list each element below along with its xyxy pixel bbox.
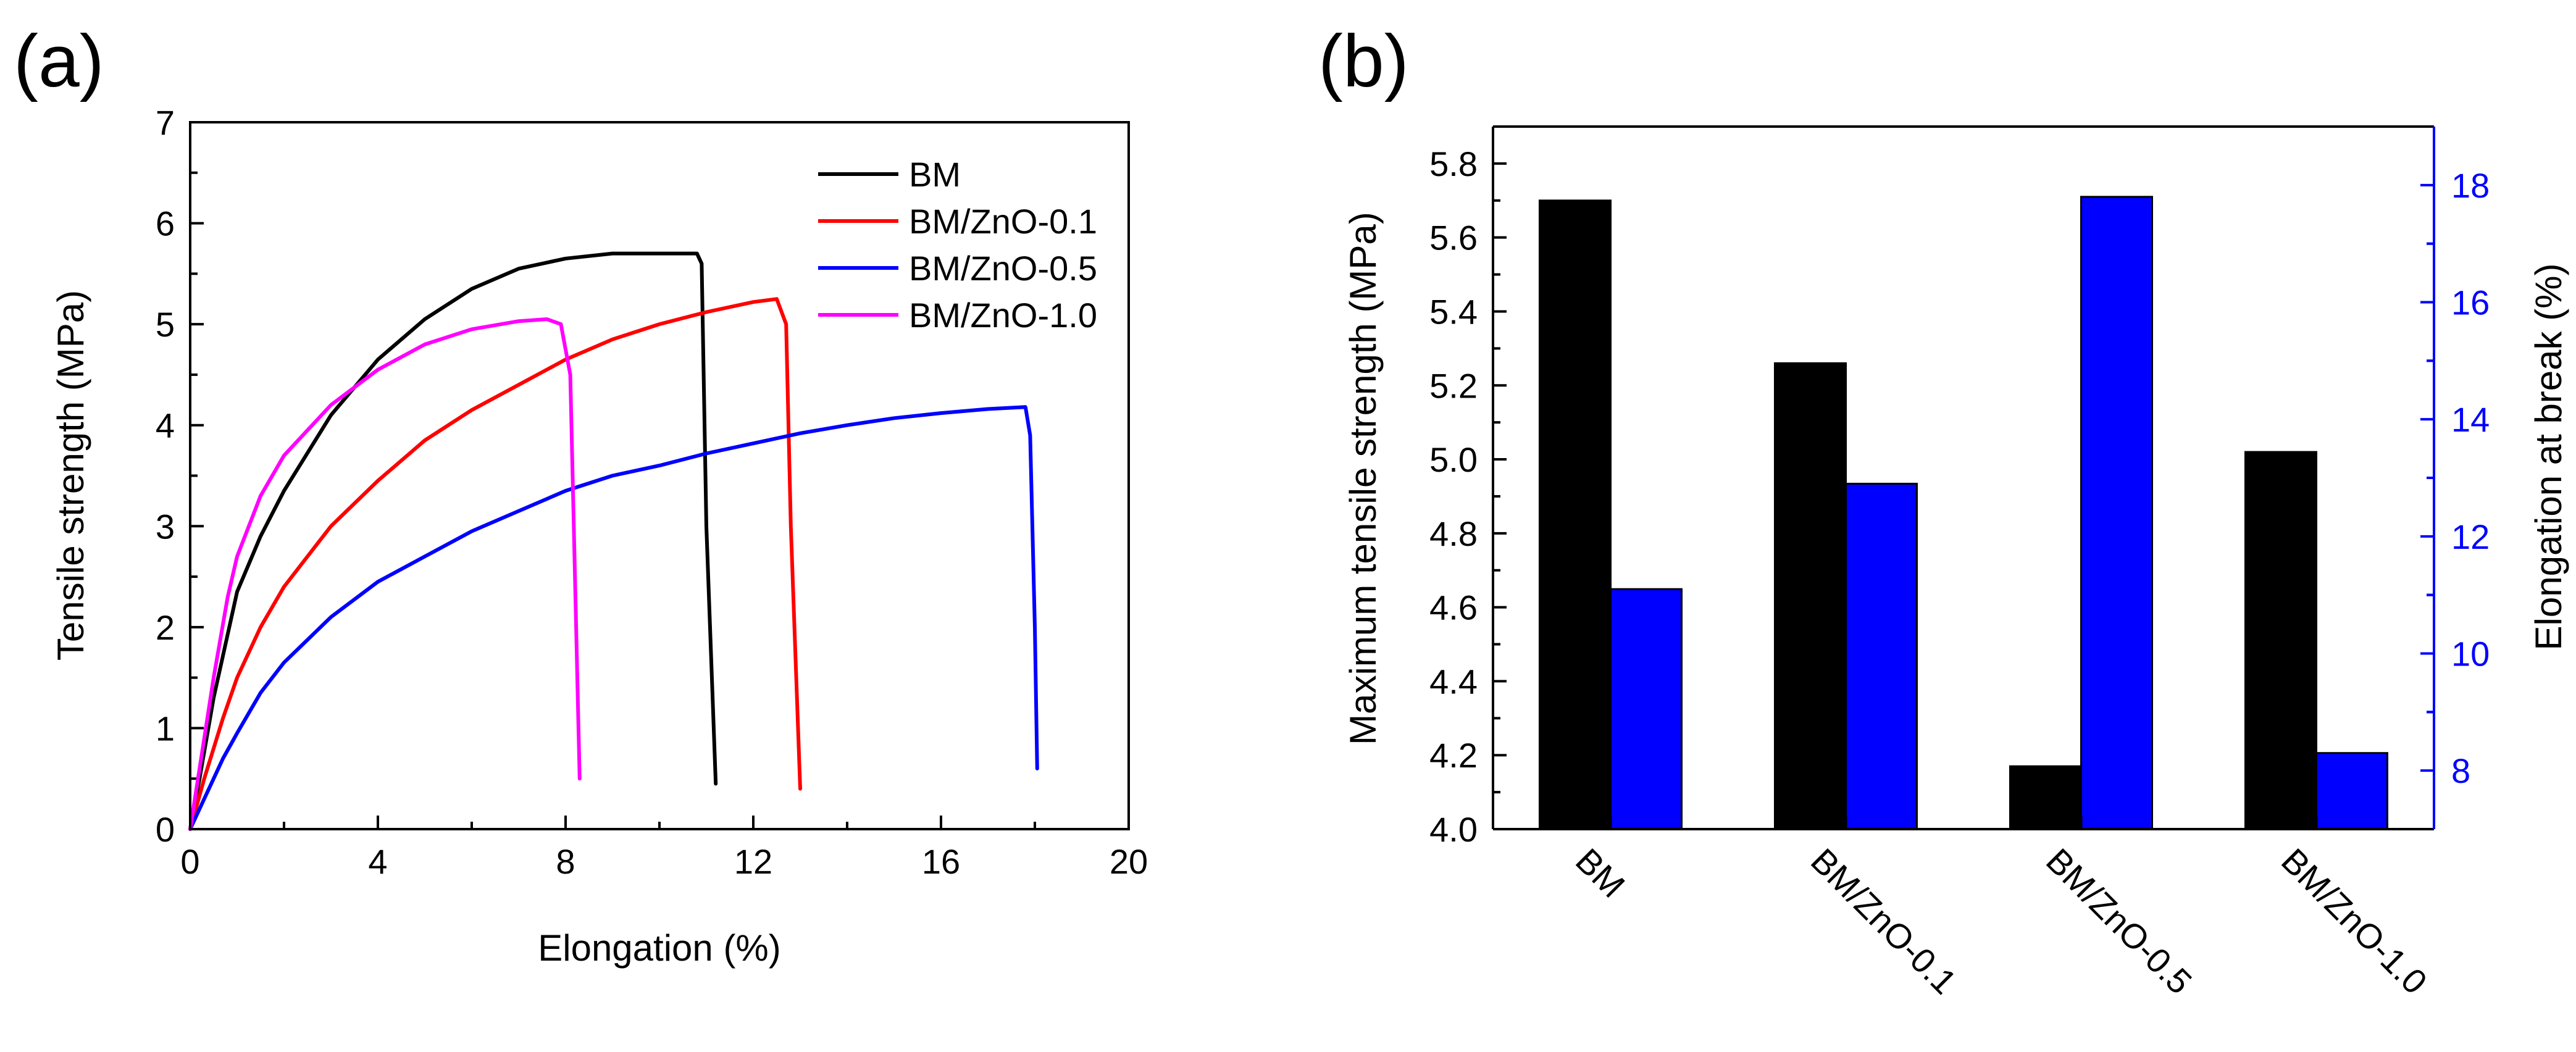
plot-b-ylabel-left: Maximum tensile strength (MPa): [1342, 212, 1384, 745]
bar-elongation: [1845, 482, 1918, 830]
plot-b-xtick-label: BM: [1568, 841, 1633, 905]
plot-b-ytick-left-label: 5.0: [1429, 440, 1478, 479]
plot-a-xlabel: Elongation (%): [538, 927, 781, 969]
plot-b-ylabel-right: Elongation at break (%): [2528, 263, 2569, 650]
plot-a-curves: [188, 251, 1039, 831]
series-line-2: [188, 405, 1039, 831]
legend-label: BM/ZnO-0.5: [909, 249, 1097, 288]
plot-a-ytick-label: 6: [156, 204, 175, 243]
plot-b: 4.0 4.2 4.4 4.6 4.8 5.0 5.2 5.4 5.6 5.8 8 10 12 14 16 1…: [1342, 125, 2569, 1001]
bar-elongation: [1610, 588, 1683, 830]
plot-a-xtick-label: 20: [1110, 842, 1148, 881]
plot-a-xtick-label: 0: [180, 842, 199, 881]
plot-b-ytick-right-label: 18: [2451, 166, 2490, 205]
plot-a-ytick-label: 2: [156, 608, 175, 647]
plot-a-ytick-label: 7: [156, 103, 175, 142]
panel-label-a: (a): [14, 20, 104, 102]
panel-label-b: (b): [1318, 20, 1409, 102]
plot-b-ytick-left-label: 5.6: [1429, 219, 1478, 257]
plot-a-ytick-label: 0: [156, 810, 175, 849]
plot-a-xtick-label: 8: [556, 842, 575, 881]
plot-a-ylabel: Tensile strength (MPa): [50, 290, 91, 661]
legend-label: BM: [909, 155, 961, 194]
plot-b-ytick-right-label: 12: [2451, 517, 2490, 556]
series-line-3: [188, 317, 582, 831]
plot-b-xtick-label: BM/ZnO-0.5: [2039, 841, 2199, 1001]
legend-label: BM/ZnO-1.0: [909, 296, 1097, 335]
bar-strength: [2009, 765, 2082, 830]
plot-a-xtick-label: 12: [734, 842, 772, 881]
plot-b-xtick-label: BM/ZnO-1.0: [2274, 841, 2435, 1001]
plot-b-ytick-left-label: 4.6: [1429, 588, 1478, 627]
plot-a-xtick-label: 16: [922, 842, 960, 881]
legend-label: BM/ZnO-0.1: [909, 202, 1097, 241]
plot-b-ytick-left-label: 4.4: [1429, 662, 1478, 701]
plot-a-ytick-label: 1: [156, 709, 175, 748]
plot-b-ytick-right-label: 10: [2451, 635, 2490, 674]
bar-strength: [2244, 451, 2317, 830]
plot-a-ytick-label: 5: [156, 305, 175, 344]
series-line-0: [188, 251, 718, 831]
plot-b-ytick-right-label: 8: [2451, 751, 2470, 790]
bar-elongation: [2315, 752, 2388, 830]
plot-b-ytick-left-label: 5.8: [1429, 144, 1478, 183]
plot-a-legend: BM BM/ZnO-0.1 BM/ZnO-0.5 BM/ZnO-1.0: [818, 155, 1097, 335]
plot-a-ytick-label: 3: [156, 507, 175, 546]
plot-b-ytick-left-label: 4.8: [1429, 514, 1478, 553]
bar-strength: [1539, 199, 1612, 830]
plot-b-ytick-left-label: 4.0: [1429, 810, 1478, 849]
plot-a-ytick-label: 4: [156, 406, 175, 445]
series-line-1: [188, 297, 802, 831]
plot-b-ytick-left-label: 4.2: [1429, 736, 1478, 775]
plot-b-ytick-right-label: 14: [2451, 400, 2490, 439]
plot-a-frame: [189, 121, 1130, 830]
plot-b-ytick-left-label: 5.2: [1429, 366, 1478, 405]
plot-b-xtick-label: BM/ZnO-0.1: [1804, 841, 1964, 1001]
bar-strength: [1774, 362, 1847, 830]
bar-elongation: [2080, 196, 2153, 830]
plot-b-ytick-right-label: 16: [2451, 283, 2490, 322]
plot-a-xtick-label: 4: [368, 842, 387, 881]
plot-b-bars: [1539, 196, 2388, 830]
plot-b-ytick-left-label: 5.4: [1429, 292, 1478, 331]
